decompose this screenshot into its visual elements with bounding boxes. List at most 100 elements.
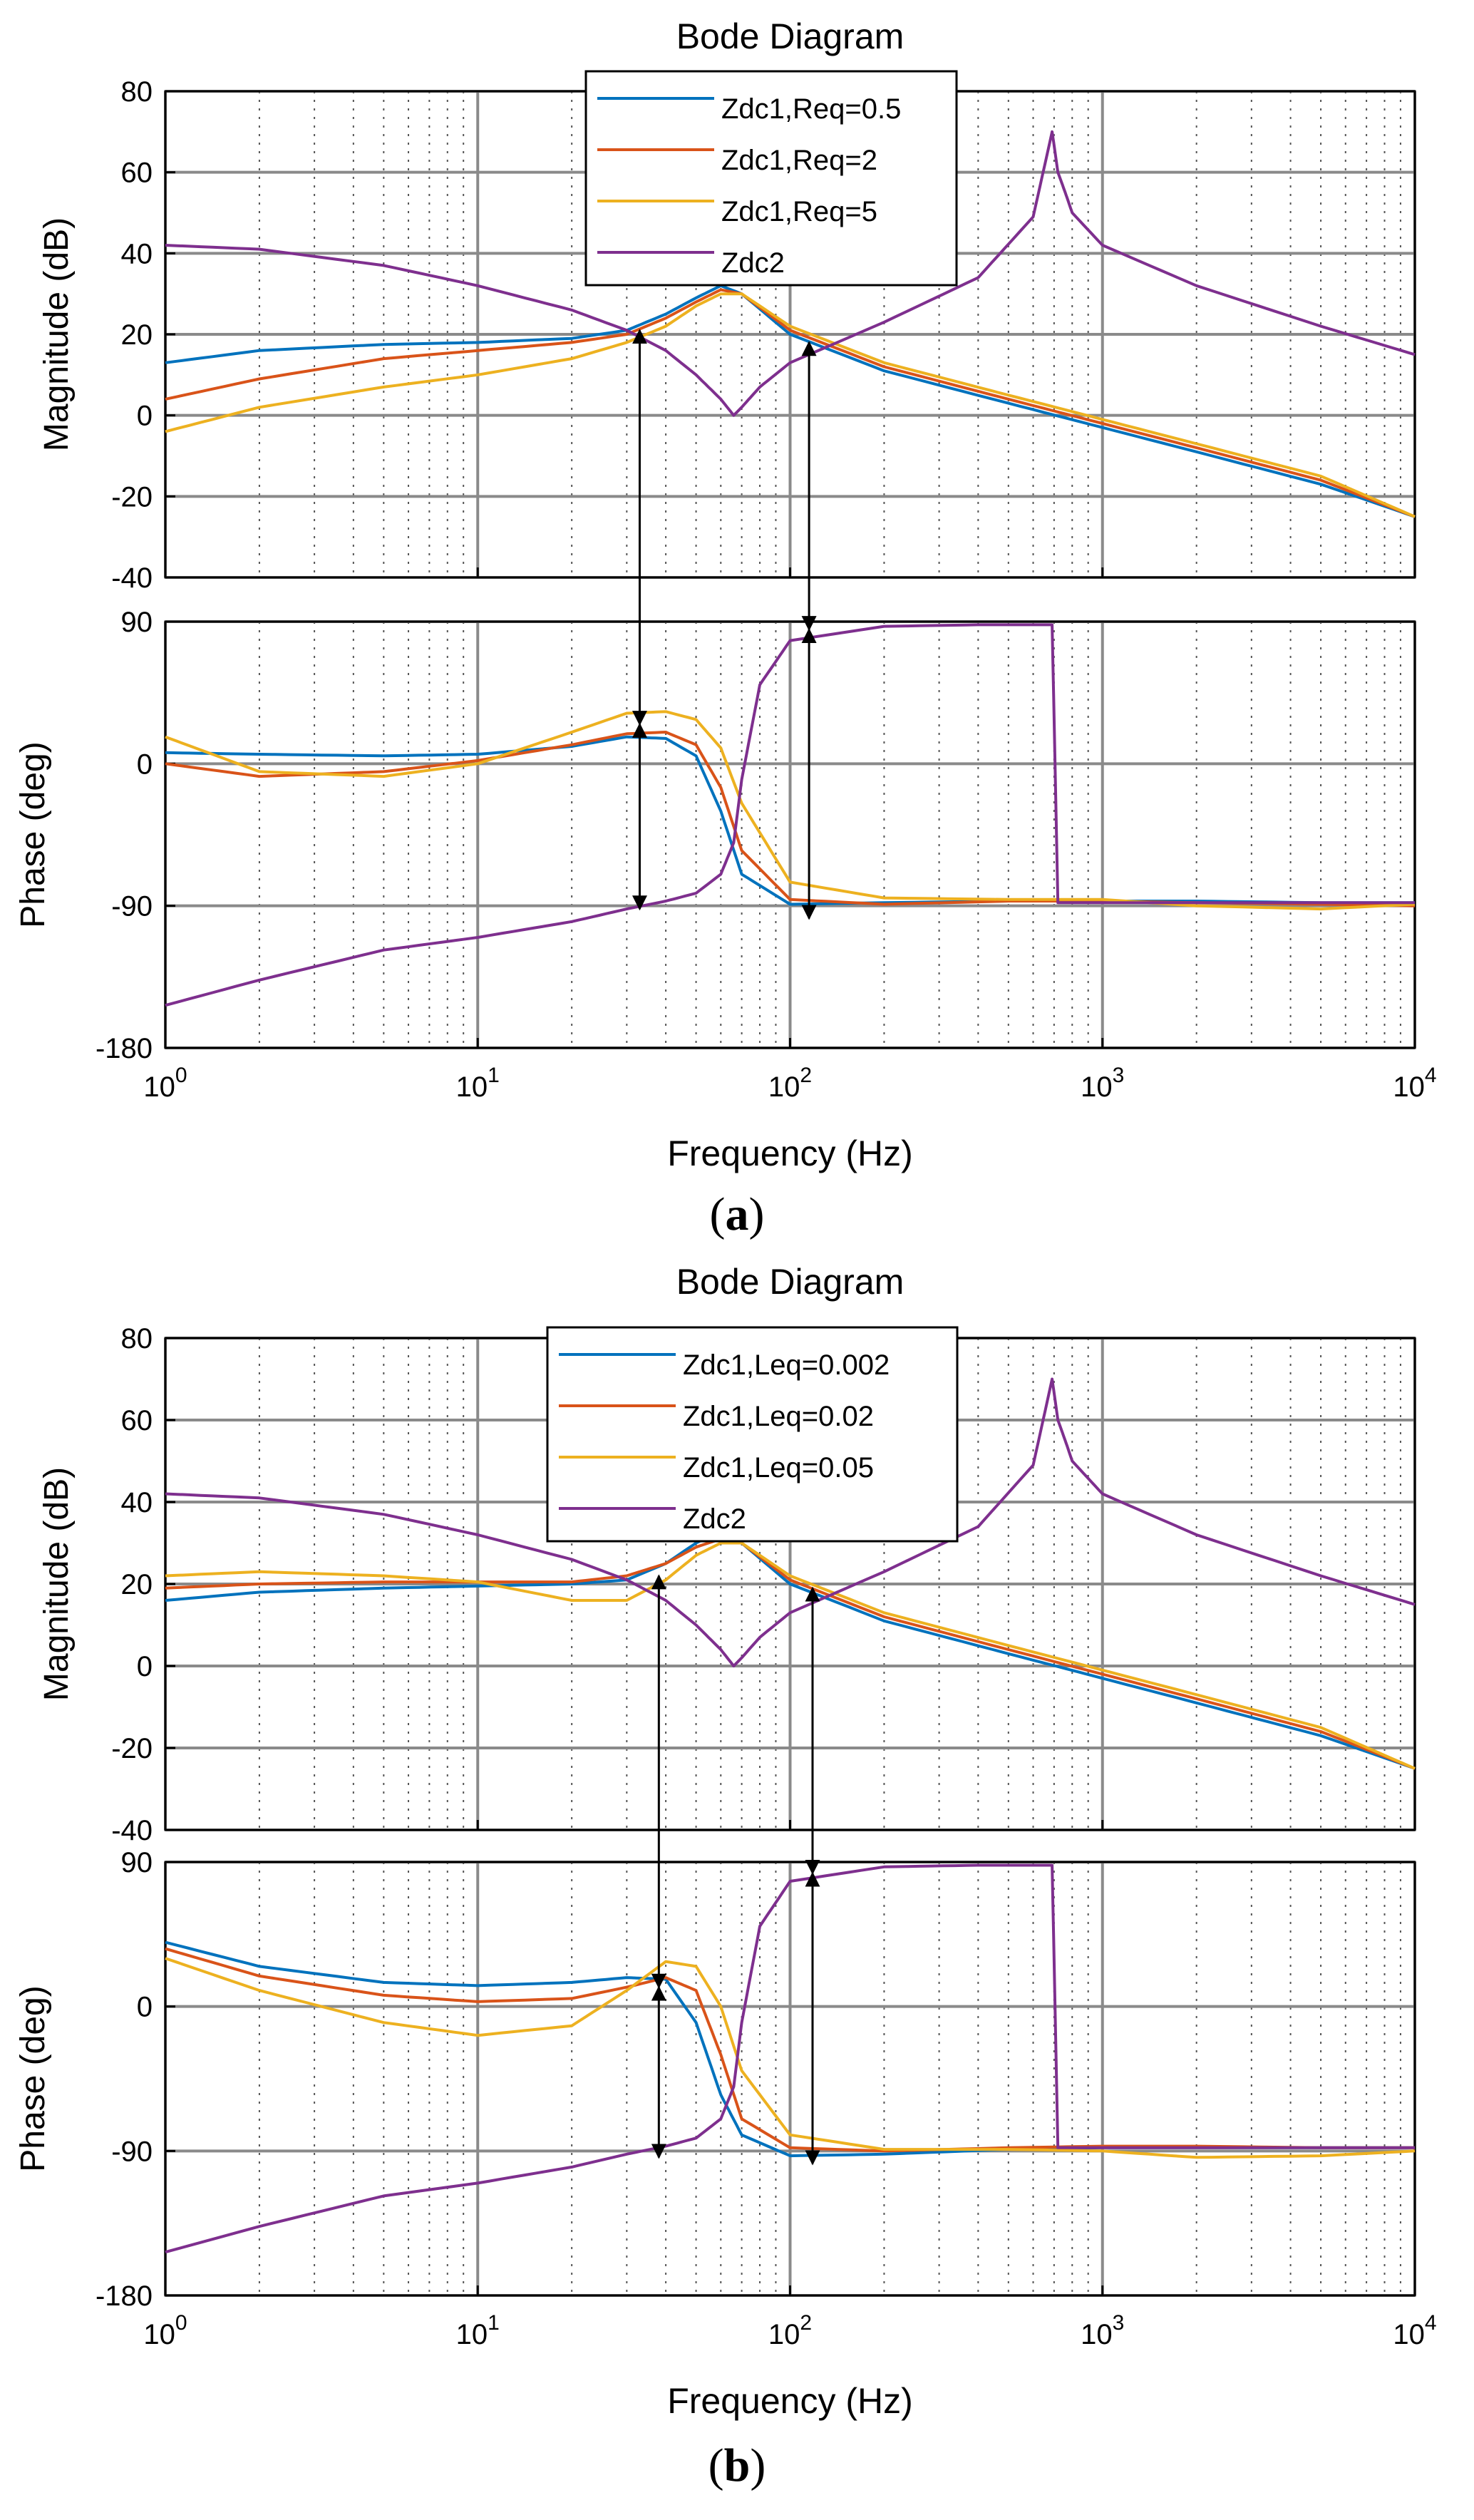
xtick-label: 100 (143, 2311, 187, 2350)
magnitude-series-zdc2 (165, 1377, 1416, 1667)
xtick-label-base: 10 (1081, 1071, 1113, 1103)
xtick-label: 102 (768, 2311, 812, 2350)
magnitude-series-zdc1-req-2 (165, 288, 1416, 518)
legend-label: Zdc2 (683, 1503, 746, 1535)
xtick-label: 103 (1081, 2311, 1124, 2350)
xtick-label-base: 10 (143, 1071, 175, 1103)
chart-title: Bode Diagram (676, 16, 904, 56)
legend-label: Zdc1,Leq=0.05 (683, 1452, 874, 1483)
xtick-label-base: 10 (768, 2319, 800, 2350)
magnitude-ytick-label: -40 (111, 1815, 153, 1846)
legend: Zdc1,Leq=0.002 Zdc1,Leq=0.02 Zdc1,Leq=0.05… (546, 1326, 959, 1543)
phase-axes-frame (164, 620, 1416, 1049)
magnitude-ytick-label: 20 (121, 1569, 153, 1600)
panel-label-open: ( (710, 1188, 726, 1240)
phase-plot: -180 -90 0 90 Phase (deg) (14, 607, 1416, 1064)
xtick-label: 100 (143, 1064, 187, 1103)
chart-title: Bode Diagram (676, 1262, 904, 1302)
phase-ytick-label: -180 (96, 2280, 153, 2312)
phase-ytick-label: 90 (121, 1847, 153, 1878)
magnitude-ytick-label: -40 (111, 562, 153, 594)
legend: Zdc1,Req=0.5 Zdc1,Req=2 Zdc1,Req=5 Zdc2 (584, 70, 958, 287)
phase-axes-frame (164, 1861, 1416, 2297)
magnitude-plot: -40 -20 0 20 40 60 80 Magnitude (dB) (38, 1323, 1416, 1846)
magnitude-ytick-label: -20 (111, 1733, 153, 1764)
xtick-label-base: 10 (1393, 1071, 1425, 1103)
xtick-label-base: 10 (456, 1071, 488, 1103)
xtick-label-base: 10 (143, 2319, 175, 2350)
magnitude-series-zdc2 (165, 130, 1416, 417)
phase-series-zdc2 (165, 1863, 1415, 2254)
annotation-arrows (632, 329, 817, 920)
phase-series-zdc1-leq-0-02 (165, 1947, 1415, 2153)
x-axis-label: Frequency (Hz) (667, 2381, 913, 2421)
phase-ylabel: Phase (deg) (14, 741, 52, 928)
phase-plot: -180 -90 0 90 Phase (deg) (14, 1847, 1416, 2312)
legend-box (546, 1326, 959, 1543)
xtick-label-exponent: 0 (175, 2311, 187, 2335)
panel-label-letter: b (724, 2439, 751, 2491)
phase-curves (165, 1863, 1416, 2254)
magnitude-ytick-label: 0 (137, 1651, 153, 1682)
phase-ytick-label: 0 (137, 1992, 153, 2023)
phase-ytick-label: -90 (111, 2136, 153, 2167)
magnitude-ylabel: Magnitude (dB) (38, 217, 76, 451)
xtick-label-exponent: 1 (488, 2311, 500, 2335)
xtick-label: 101 (456, 1064, 500, 1103)
panel-label: (a) (710, 1188, 765, 1240)
magnitude-series-zdc1-leq-0-05 (165, 1541, 1416, 1770)
xtick-label: 104 (1393, 2311, 1436, 2350)
phase-ytick-label: -180 (96, 1033, 153, 1064)
panel-label-letter: a (726, 1188, 749, 1240)
legend-label: Zdc2 (721, 247, 785, 279)
legend-box (584, 70, 958, 287)
phase-ylabel: Phase (deg) (14, 1985, 52, 2172)
xtick-label-exponent: 0 (175, 1064, 187, 1087)
panel-label-close: ) (749, 1188, 765, 1240)
magnitude-ytick-label: 80 (121, 1323, 153, 1354)
legend-label: Zdc1,Req=5 (721, 196, 877, 227)
xtick-label-exponent: 3 (1113, 2311, 1125, 2335)
xtick-label-exponent: 4 (1425, 1064, 1437, 1087)
x-axis-label: Frequency (Hz) (667, 1133, 913, 1173)
legend-label: Zdc1,Leq=0.02 (683, 1401, 874, 1432)
xtick-label-base: 10 (1081, 2319, 1113, 2350)
magnitude-ylabel: Magnitude (dB) (38, 1467, 76, 1701)
xtick-label: 101 (456, 2311, 500, 2350)
xtick-label-exponent: 4 (1425, 2311, 1437, 2335)
phase-ytick-label: -90 (111, 891, 153, 922)
legend-label: Zdc1,Req=0.5 (721, 93, 901, 125)
xtick-label-base: 10 (1393, 2319, 1425, 2350)
phase-curves (165, 623, 1416, 1007)
magnitude-ytick-label: 0 (137, 401, 153, 432)
xtick-label-exponent: 2 (800, 2311, 812, 2335)
panel-label: (b) (708, 2439, 766, 2491)
xtick-label: 102 (768, 1064, 812, 1103)
xtick-label-exponent: 3 (1113, 1064, 1125, 1087)
magnitude-ytick-label: 20 (121, 319, 153, 351)
xtick-label-exponent: 2 (800, 1064, 812, 1087)
magnitude-ytick-label: 60 (121, 158, 153, 189)
phase-ytick-label: 0 (137, 749, 153, 780)
phase-series-zdc1-leq-0-05 (165, 1957, 1416, 2159)
magnitude-ytick-label: -20 (111, 481, 153, 513)
phase-series-zdc2 (165, 623, 1415, 1007)
xtick-label: 103 (1081, 1064, 1124, 1103)
magnitude-ytick-label: 40 (121, 1487, 153, 1518)
magnitude-series-zdc1-req-5 (165, 292, 1416, 518)
legend-label: Zdc1,Req=2 (721, 145, 877, 176)
phase-ytick-label: 90 (121, 607, 153, 638)
magnitude-ytick-label: 40 (121, 238, 153, 269)
legend-label: Zdc1,Leq=0.002 (683, 1349, 890, 1381)
xtick-label-base: 10 (456, 2319, 488, 2350)
annotation-arrows (651, 1574, 820, 2166)
xtick-label-exponent: 1 (488, 1064, 500, 1087)
magnitude-ytick-label: 80 (121, 76, 153, 108)
panel-label-open: ( (708, 2439, 724, 2491)
xtick-label-base: 10 (768, 1071, 800, 1103)
magnitude-ytick-label: 60 (121, 1405, 153, 1436)
xtick-label: 104 (1393, 1064, 1436, 1103)
